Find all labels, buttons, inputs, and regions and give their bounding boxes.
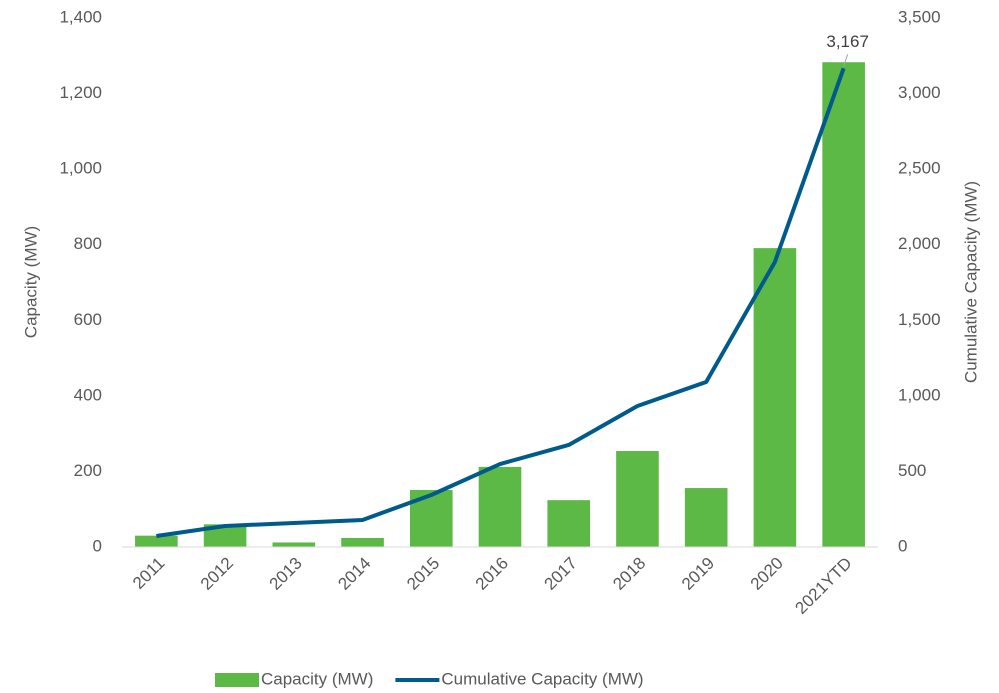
bar (822, 62, 865, 547)
bar (478, 466, 522, 547)
label-leader (843, 54, 849, 67)
legend-label: Capacity (MW) (261, 669, 373, 688)
y-tick-label: 600 (74, 310, 102, 329)
y2-tick-label: 3,000 (898, 83, 941, 102)
data-label: 3,167 (826, 32, 869, 51)
y-tick-label: 200 (74, 461, 102, 480)
bar (547, 500, 591, 547)
x-tick-label: 2013 (266, 554, 306, 594)
x-tick-label: 2019 (678, 554, 718, 594)
y2-tick-label: 2,500 (898, 159, 941, 178)
x-tick-label: 2015 (403, 554, 443, 594)
y2-tick-label: 3,500 (898, 7, 941, 26)
x-tick-label: 2018 (609, 554, 649, 594)
y2-tick-label: 1,500 (898, 310, 941, 329)
y2-tick-label: 1,000 (898, 385, 941, 404)
legend-swatch (215, 673, 259, 687)
y-tick-label: 0 (93, 536, 102, 555)
x-tick-label: 2014 (334, 554, 374, 594)
x-tick-label: 2012 (197, 554, 237, 594)
x-tick-label: 2016 (472, 554, 512, 594)
bar (135, 535, 178, 547)
y-tick-label: 800 (74, 234, 102, 253)
y2-tick-label: 0 (898, 536, 907, 555)
y2-axis-label: Cumulative Capacity (MW) (961, 181, 980, 383)
x-tick-label: 2011 (129, 554, 168, 593)
bar (616, 451, 659, 547)
bar (753, 248, 797, 548)
bar (684, 488, 728, 547)
y-tick-label: 1,400 (59, 7, 102, 26)
bar (272, 542, 316, 547)
legend-label: Cumulative Capacity (MW) (441, 669, 643, 688)
y-tick-label: 400 (74, 385, 102, 404)
bar (341, 537, 384, 547)
y2-tick-label: 2,000 (898, 234, 941, 253)
line (156, 67, 846, 538)
y-tick-label: 1,000 (59, 159, 102, 178)
x-tick-label: 2021YTD (791, 554, 855, 618)
y2-tick-label: 500 (898, 461, 926, 480)
y-axis-label: Capacity (MW) (21, 226, 40, 338)
x-tick-label: 2017 (541, 554, 581, 594)
bar (203, 524, 247, 547)
x-tick-label: 2020 (747, 554, 787, 594)
y-tick-label: 1,200 (59, 83, 102, 102)
